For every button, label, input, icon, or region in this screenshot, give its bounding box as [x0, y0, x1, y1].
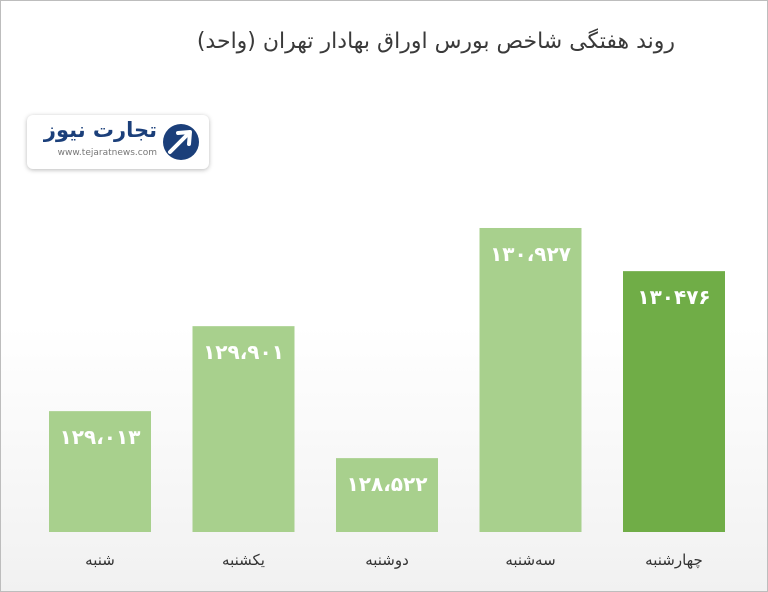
category-label-0: شنبه [85, 551, 115, 569]
logo-text: تجارت نیوز [43, 118, 157, 142]
bar-1 [192, 326, 295, 532]
category-label-3: سه‌شنبه [505, 551, 555, 569]
bar-value-label-0: ۱۲۹،۰۱۳ [60, 425, 141, 449]
category-label-2: دوشنبه [365, 551, 409, 569]
bar-0 [49, 411, 151, 532]
bar-value-label-2: ۱۲۸،۵۲۲ [347, 472, 428, 496]
chart-title: روند هفتگی شاخص بورس اوراق بهادار تهران … [196, 29, 675, 54]
tejarat-news-logo: تجارت نیوز www.tejaratnews.com [27, 115, 209, 169]
bar-value-label-3: ۱۳۰،۹۲۷ [490, 242, 571, 266]
category-label-1: یکشنبه [222, 551, 265, 569]
logo-arrow-icon [163, 124, 199, 160]
bar-2 [336, 458, 438, 532]
bar-value-label-1: ۱۲۹،۹۰۱ [203, 340, 284, 364]
logo-url: www.tejaratnews.com [57, 148, 157, 158]
bar-value-label-4: ۱۳۰۴۷۶ [637, 285, 710, 309]
bar-3 [479, 227, 582, 532]
category-label-4: چهارشنبه [645, 551, 703, 569]
bar-4 [623, 271, 725, 532]
